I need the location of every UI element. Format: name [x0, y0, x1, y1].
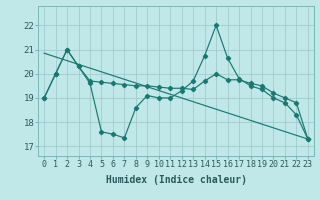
X-axis label: Humidex (Indice chaleur): Humidex (Indice chaleur) — [106, 175, 246, 185]
